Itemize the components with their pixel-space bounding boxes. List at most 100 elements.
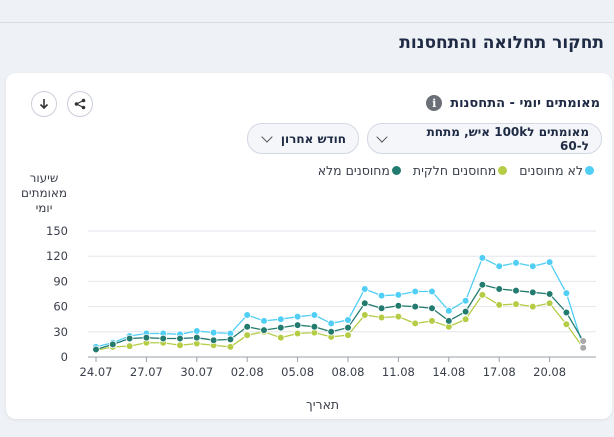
share-icon	[74, 98, 86, 110]
data-point-full	[444, 317, 453, 325]
top-divider	[0, 22, 614, 23]
y-axis-label: שיעור מאומתים יומי	[20, 171, 68, 215]
chart-card: מאומתים יומי - התחסנות i מאומתים ל100k א…	[6, 73, 612, 419]
data-point-unvaccinated	[243, 311, 252, 319]
x-axis-label: תאריך	[306, 397, 340, 412]
x-tick-label: 08.08	[332, 365, 365, 379]
legend-label-partial: מחוסנים חלקית	[412, 163, 497, 178]
data-point-partial	[528, 302, 537, 311]
data-point-full	[377, 304, 386, 313]
data-point-full	[125, 334, 134, 343]
data-point-full	[411, 302, 420, 311]
x-tick-label: 02.08	[231, 365, 264, 379]
data-point-unvaccinated	[478, 254, 487, 262]
data-point-unvaccinated	[562, 289, 571, 297]
data-point-partial	[276, 333, 285, 342]
data-point-full	[193, 333, 201, 342]
legend-item-full[interactable]: מחוסנים מלא	[318, 163, 401, 178]
data-point-partial	[394, 312, 403, 321]
data-point-full	[176, 334, 184, 343]
data-point-partial	[478, 291, 487, 299]
legend-dot-partial	[498, 166, 508, 175]
data-point-partial	[411, 319, 420, 328]
data-point-unvaccinated	[394, 291, 403, 299]
data-point-partial	[512, 300, 520, 308]
x-tick-label: 05.08	[281, 365, 314, 379]
chart-plot: 0 30 60 90 120 150 24.07 27.07 30.07 02.08 05.08 08…	[46, 224, 596, 379]
data-point-unvaccinated	[411, 287, 420, 296]
data-point-full	[495, 285, 504, 293]
legend-dot-unvaccinated	[585, 166, 594, 175]
legend-dot-full	[391, 166, 401, 175]
card-header: מאומתים יומי - התחסנות i	[426, 95, 600, 111]
y-tick-label: 30	[53, 325, 68, 339]
data-point-unvaccinated	[276, 315, 285, 324]
card-title: מאומתים יומי - התחסנות	[450, 95, 600, 111]
data-point-full	[360, 299, 369, 308]
x-tick-label: 27.07	[130, 365, 163, 379]
data-point-full	[142, 333, 151, 342]
data-point-unvaccinated	[310, 311, 319, 319]
data-point-unvaccinated	[193, 327, 201, 335]
data-point-full	[461, 307, 470, 316]
data-point-full	[344, 323, 352, 332]
y-tick-label: 150	[46, 224, 68, 238]
data-point-full	[394, 301, 403, 310]
data-point-full	[260, 326, 268, 334]
x-tick-label: 17.08	[483, 365, 516, 379]
y-tick-label: 60	[53, 300, 68, 314]
data-point-unvaccinated	[260, 317, 268, 325]
legend-item-partial[interactable]: מחוסנים חלקית	[412, 163, 508, 178]
data-point-unvaccinated	[528, 262, 537, 271]
data-point-partial	[545, 299, 554, 308]
metric-dropdown[interactable]: מאומתים ל100k איש, מתחת ל-60	[367, 123, 602, 154]
data-point-unvaccinated	[360, 285, 369, 293]
x-tick-label: 30.07	[180, 365, 213, 379]
share-button[interactable]	[67, 91, 93, 117]
section-title: תחקור תחלואה והתחסנות	[399, 33, 604, 53]
download-button[interactable]	[31, 91, 57, 117]
x-tick-label: 24.07	[80, 365, 113, 379]
legend-label-unvaccinated: לא מחוסנים	[519, 163, 583, 178]
legend-label-full: מחוסנים מלא	[317, 163, 390, 178]
data-point-full	[159, 334, 168, 343]
data-point-unvaccinated	[444, 307, 453, 315]
data-point-partial	[495, 301, 504, 309]
data-point-unvaccinated	[327, 319, 336, 328]
data-point-unvaccinated	[377, 291, 386, 300]
y-tick-label: 0	[61, 350, 68, 364]
data-point-full	[327, 327, 336, 336]
data-point-full	[310, 322, 319, 331]
data-point-unvaccinated	[293, 312, 302, 321]
data-point-unvaccinated	[344, 316, 352, 324]
data-point-unvaccinated	[512, 259, 520, 267]
data-point-unvaccinated	[428, 287, 436, 296]
data-point-full	[209, 336, 218, 345]
data-point-partial	[377, 313, 386, 322]
data-point-partial	[428, 317, 436, 325]
data-point-full	[92, 345, 100, 354]
legend-item-unvaccinated[interactable]: לא מחוסנים	[519, 163, 594, 178]
y-tick-label: 90	[53, 274, 68, 288]
x-tick-label: 20.08	[533, 365, 566, 379]
data-point-full	[579, 337, 587, 345]
series-line-partial	[95, 293, 584, 351]
data-point-partial	[125, 342, 134, 350]
data-point-full	[478, 280, 487, 289]
data-point-unvaccinated	[495, 262, 504, 271]
x-tick-label: 14.08	[432, 365, 465, 379]
data-point-partial	[579, 343, 587, 352]
data-point-full	[226, 335, 235, 344]
data-point-full	[276, 323, 285, 332]
data-point-partial	[293, 329, 302, 338]
data-point-partial	[562, 320, 571, 329]
y-tick-label: 120	[46, 249, 68, 263]
data-point-unvaccinated	[545, 258, 554, 266]
data-point-partial	[176, 341, 184, 350]
download-icon	[39, 99, 49, 110]
data-point-unvaccinated	[209, 328, 218, 337]
period-dropdown[interactable]: חודש אחרון	[247, 123, 359, 154]
metric-dropdown-label: מאומתים ל100k איש, מתחת ל-60	[426, 124, 589, 153]
info-icon[interactable]: i	[426, 95, 443, 111]
data-point-full	[109, 340, 117, 349]
